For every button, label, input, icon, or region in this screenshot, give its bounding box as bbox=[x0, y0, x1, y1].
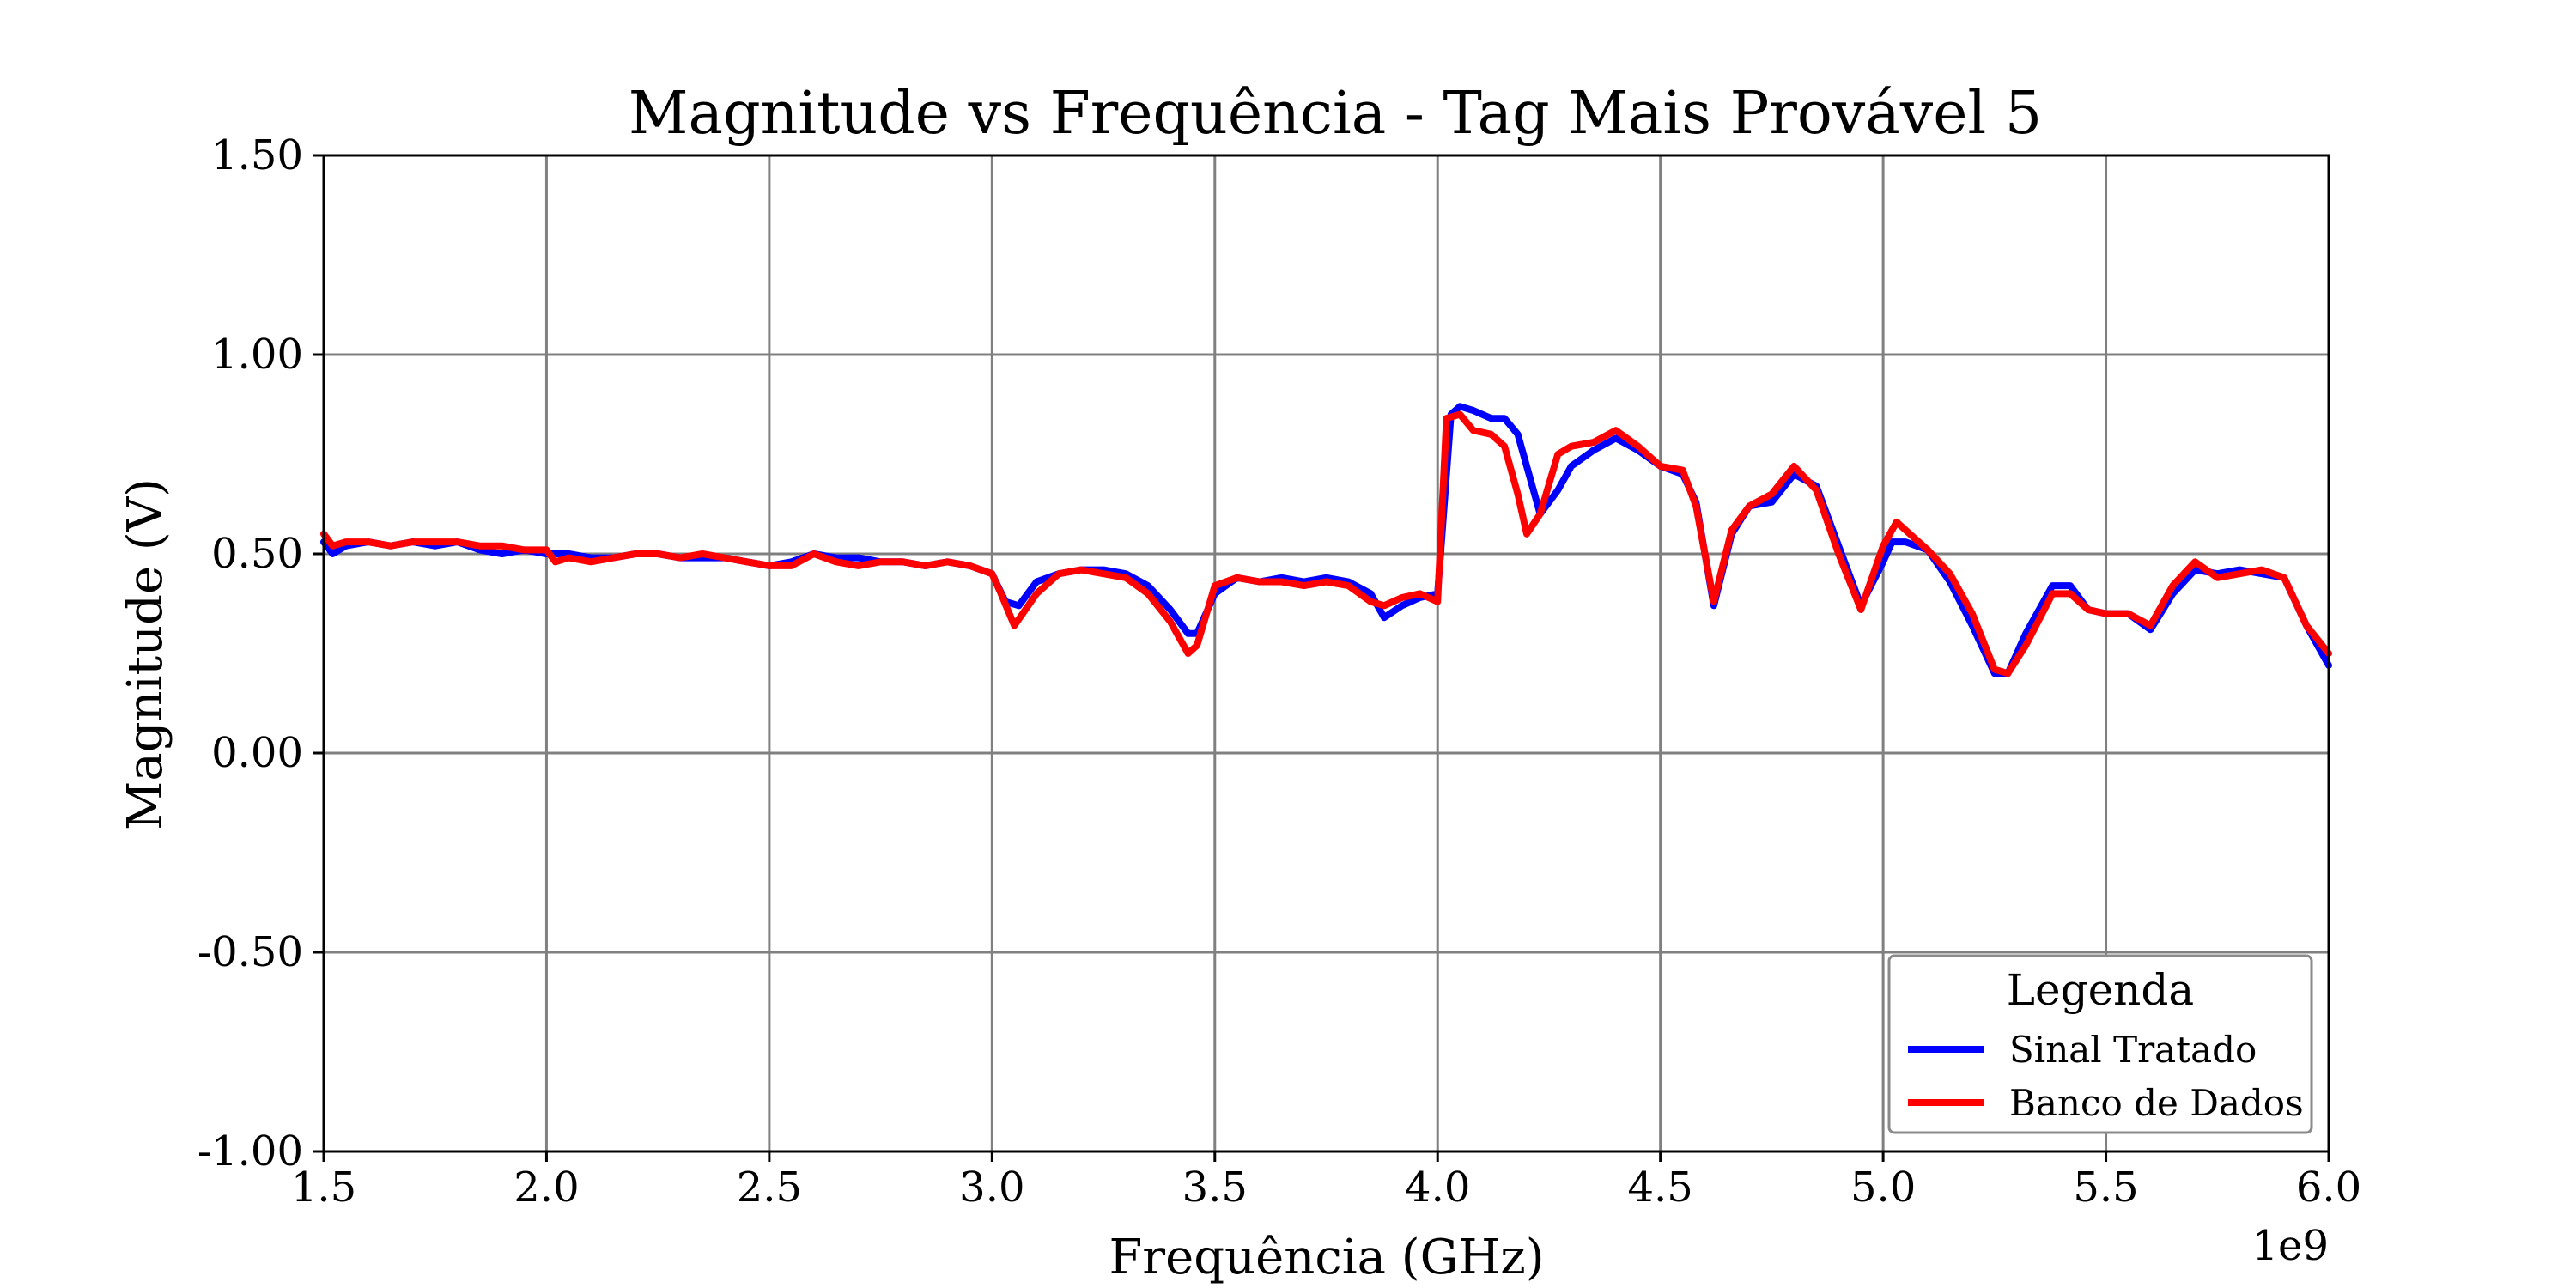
x-tick-label: 4.0 bbox=[1405, 1163, 1470, 1212]
y-tick-label: -0.50 bbox=[197, 928, 303, 976]
x-axis: 1.5 2.0 2.5 3.0 3.5 4.0 4.5 5.0 5.5 6.0 bbox=[291, 1151, 2361, 1212]
legend-entries: Sinal Tratado Banco de Dados bbox=[1908, 1029, 2304, 1124]
x-axis-offset-label: 1e9 bbox=[2252, 1222, 2329, 1270]
x-tick-label: 2.5 bbox=[737, 1163, 802, 1212]
x-tick-label: 1.5 bbox=[291, 1163, 356, 1212]
x-axis-label: Frequência (GHz) bbox=[1109, 1230, 1544, 1285]
x-tick-label: 5.5 bbox=[2073, 1163, 2138, 1212]
series-lines bbox=[320, 403, 2332, 677]
x-tick-label: 4.5 bbox=[1627, 1163, 1692, 1212]
x-tick-label: 5.0 bbox=[1850, 1163, 1916, 1212]
y-axis-label: Magnitude (V) bbox=[118, 478, 173, 830]
x-tick-label: 3.0 bbox=[959, 1163, 1024, 1212]
y-tick-label: -1.00 bbox=[197, 1127, 303, 1176]
x-tick-label: 3.5 bbox=[1182, 1163, 1248, 1212]
y-tick-label: 0.00 bbox=[211, 729, 303, 777]
y-tick-label: 0.50 bbox=[211, 530, 303, 578]
legend-title: Legenda bbox=[2007, 965, 2194, 1015]
legend: Legenda Sinal Tratado Banco de Dados bbox=[1887, 954, 2313, 1134]
series-line-2 bbox=[320, 410, 2332, 677]
legend-box bbox=[1887, 954, 2313, 1134]
y-tick-label: 1.00 bbox=[211, 331, 303, 379]
x-tick-label: 2.0 bbox=[513, 1163, 579, 1212]
y-tick-label: 1.50 bbox=[211, 131, 303, 179]
plot-frame bbox=[322, 154, 2330, 1153]
y-axis: -1.00 -0.50 0.00 0.50 1.00 1.50 bbox=[197, 131, 324, 1176]
chart-title: Magnitude vs Frequência - Tag Mais Prová… bbox=[629, 80, 2042, 148]
x-tick-label: 6.0 bbox=[2296, 1163, 2361, 1212]
legend-label-1: Sinal Tratado bbox=[2009, 1029, 2257, 1071]
legend-label-2: Banco de Dados bbox=[2009, 1082, 2304, 1124]
